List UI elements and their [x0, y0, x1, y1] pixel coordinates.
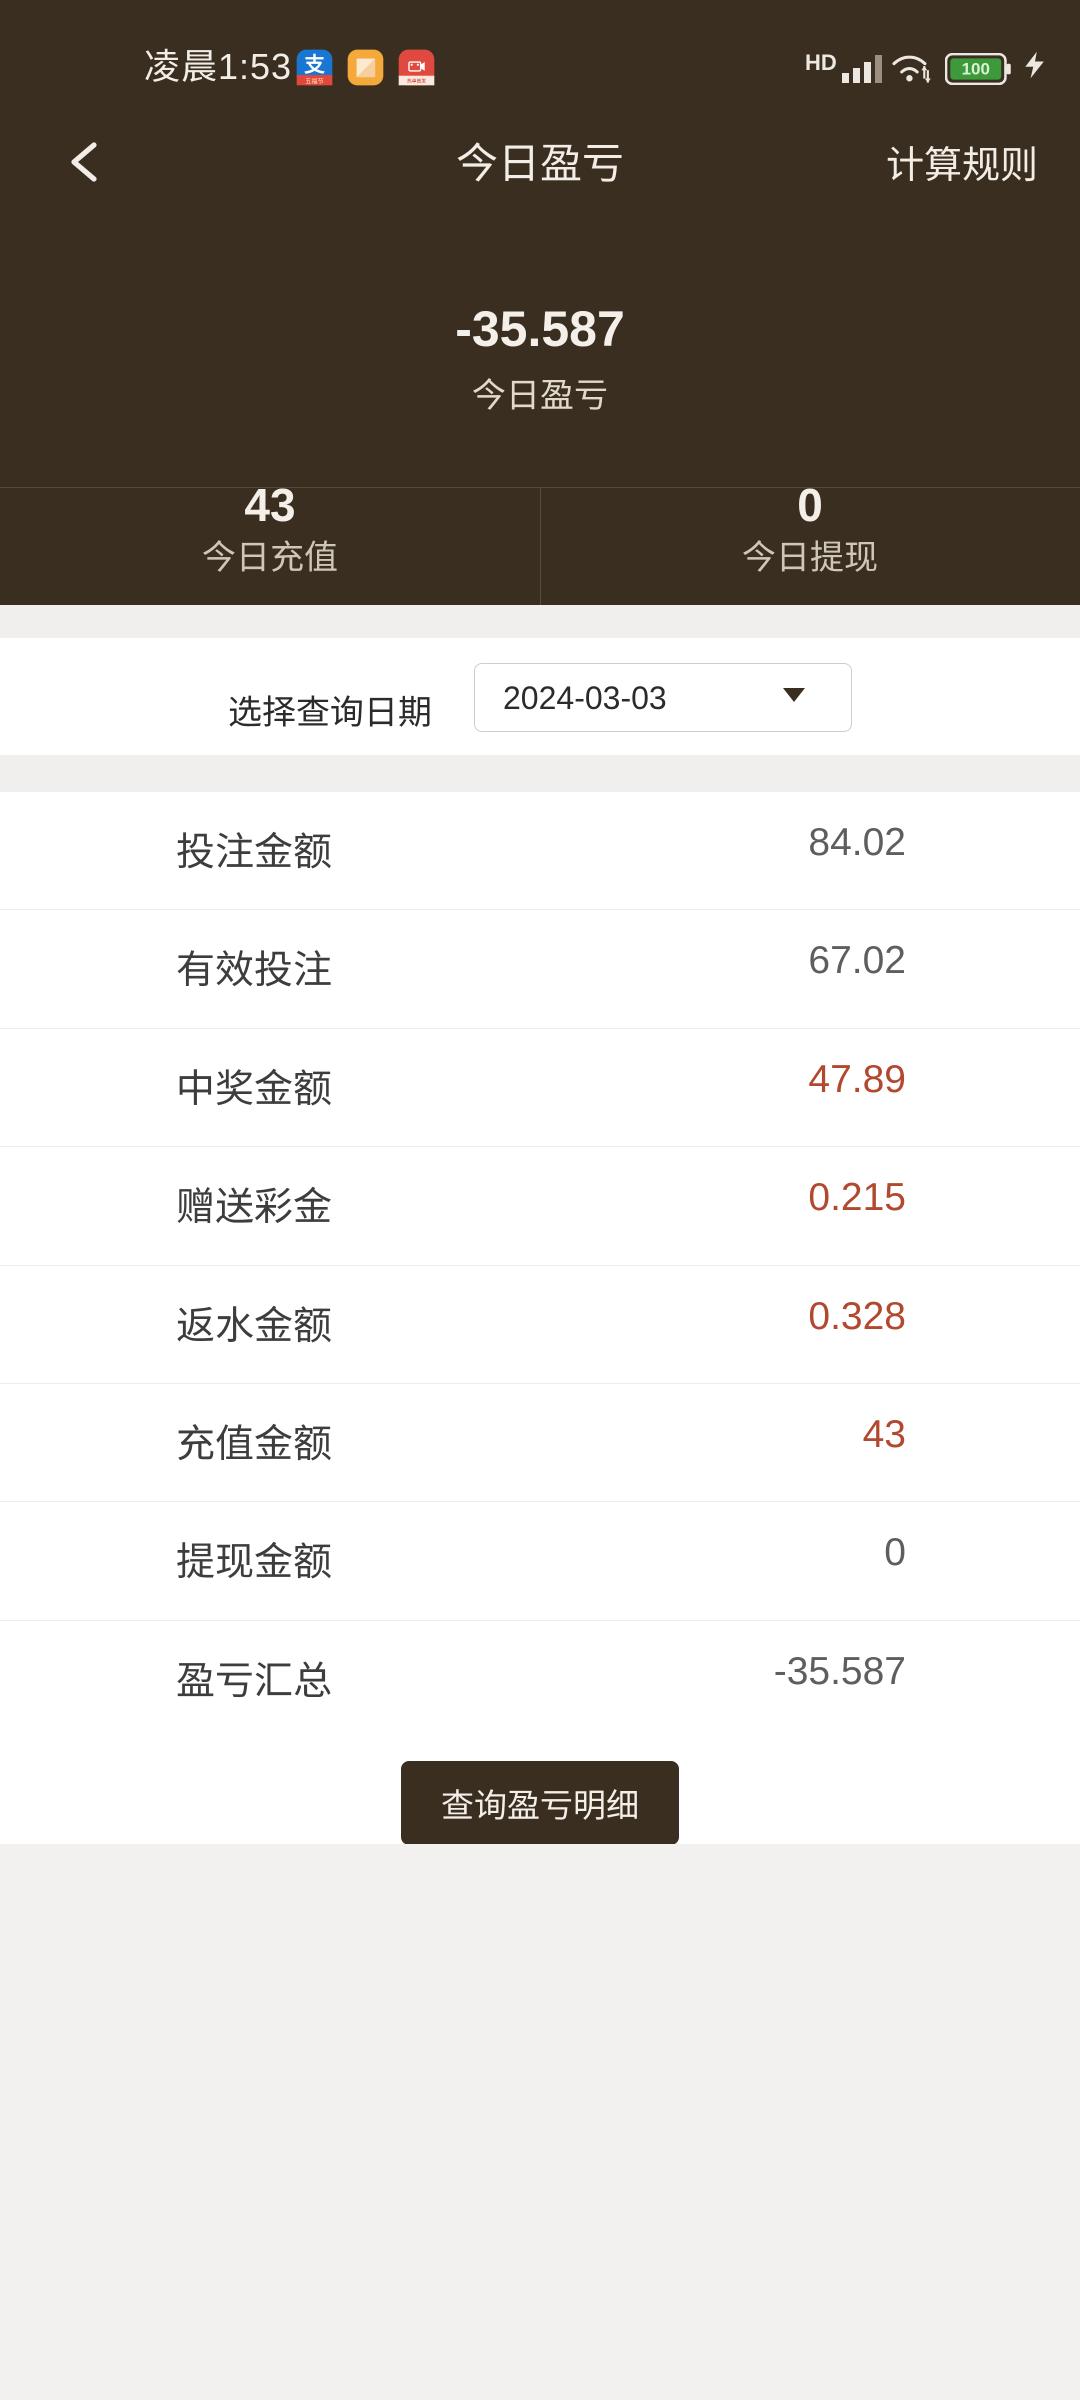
svg-text:五福节: 五福节 — [305, 77, 323, 85]
svg-text:100: 100 — [962, 59, 990, 78]
svg-text:支: 支 — [303, 53, 325, 77]
